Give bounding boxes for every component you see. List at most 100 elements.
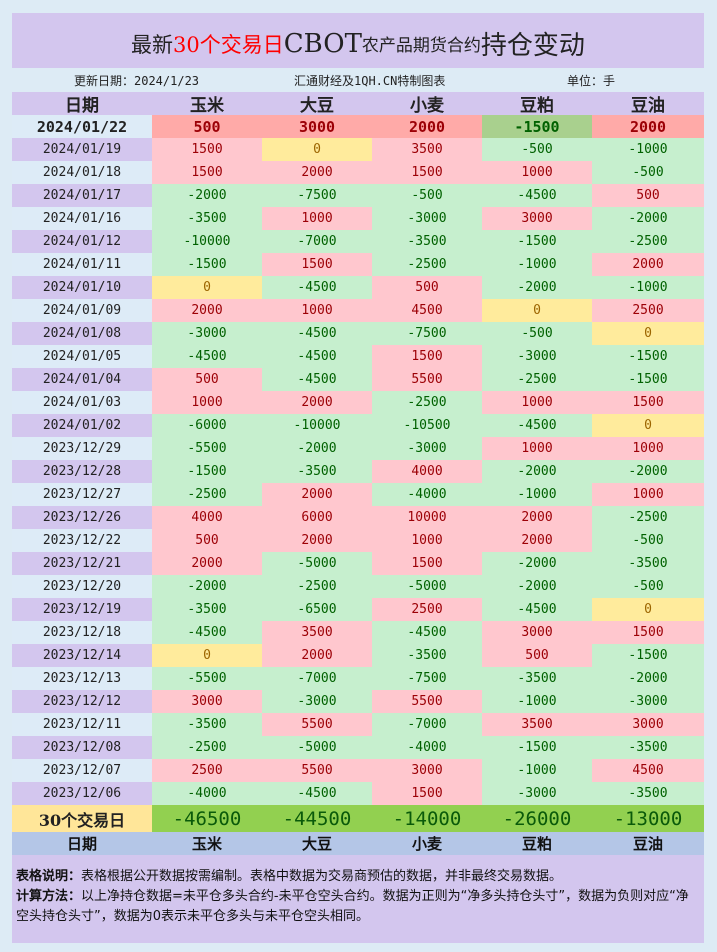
date-cell: 2024/01/17 (12, 184, 152, 207)
value-cell: -4500 (262, 322, 372, 345)
column-header: 豆油 (592, 832, 704, 855)
value-cell: 0 (482, 299, 592, 322)
date-cell: 2023/12/13 (12, 667, 152, 690)
value-cell: -2000 (592, 460, 704, 483)
value-cell: -3500 (262, 460, 372, 483)
title-prefix: 最新 (131, 32, 174, 57)
value-cell: 0 (262, 138, 372, 161)
date-cell: 2023/12/20 (12, 575, 152, 598)
value-cell: -5000 (262, 736, 372, 759)
value-cell: -7500 (372, 322, 482, 345)
value-cell: 1500 (372, 782, 482, 805)
value-cell: -3500 (152, 598, 262, 621)
value-cell: -10500 (372, 414, 482, 437)
value-cell: -4500 (152, 345, 262, 368)
date-cell: 2023/12/21 (12, 552, 152, 575)
table-row: 2023/12/27 -2500 2000 -4000 -1000 1000 (12, 483, 704, 506)
value-cell: 0 (592, 598, 704, 621)
value-cell: -2500 (592, 230, 704, 253)
value-cell: -1500 (482, 230, 592, 253)
value-cell: 3000 (152, 690, 262, 713)
title-mid: 农产品期货合约 (361, 36, 481, 56)
table-row: 2024/01/11 -1500 1500 -2500 -1000 2000 (12, 253, 704, 276)
date-cell: 2023/12/28 (12, 460, 152, 483)
date-cell: 2023/12/26 (12, 506, 152, 529)
value-cell: -3000 (262, 690, 372, 713)
value-cell: 2000 (152, 299, 262, 322)
value-cell: -2500 (152, 483, 262, 506)
value-cell: -3000 (592, 690, 704, 713)
table-row: 2024/01/03 1000 2000 -2500 1000 1500 (12, 391, 704, 414)
date-cell: 2024/01/09 (12, 299, 152, 322)
value-cell: 2000 (262, 161, 372, 184)
column-header: 大豆 (262, 832, 372, 855)
value-cell: 4000 (152, 506, 262, 529)
date-cell: 2024/01/19 (12, 138, 152, 161)
total-value: -46500 (152, 805, 262, 832)
value-cell: -2000 (262, 437, 372, 460)
value-cell: 1000 (482, 437, 592, 460)
title-cbot: CBOT (283, 28, 362, 59)
value-cell: 4000 (372, 460, 482, 483)
table-row: 2023/12/26 4000 6000 10000 2000 -2500 (12, 506, 704, 529)
value-cell: -2000 (482, 460, 592, 483)
value-cell: -500 (372, 184, 482, 207)
value-cell: -2000 (482, 276, 592, 299)
value-cell: -2000 (152, 575, 262, 598)
value-cell: 1000 (482, 161, 592, 184)
table-row: 2024/01/05 -4500 -4500 1500 -3000 -1500 (12, 345, 704, 368)
notes: 表格说明：表格根据公开数据按需编制。表格中数据为交易商预估的数据，并非最终交易数… (12, 855, 704, 943)
value-cell: -4500 (262, 368, 372, 391)
date-cell: 2024/01/11 (12, 253, 152, 276)
title-suffix: 持仓变动 (480, 31, 585, 61)
value-cell: -3500 (592, 736, 704, 759)
table-row: 2023/12/18 -4500 3500 -4500 3000 1500 (12, 621, 704, 644)
value-cell: -1000 (592, 138, 704, 161)
value-cell: 1000 (372, 529, 482, 552)
date-cell: 2023/12/27 (12, 483, 152, 506)
column-header: 小麦 (372, 92, 482, 116)
value-cell: -3000 (152, 322, 262, 345)
value-cell: 3000 (482, 207, 592, 230)
value-cell: -4500 (482, 598, 592, 621)
table-row: 2023/12/06 -4000 -4500 1500 -3000 -3500 (12, 782, 704, 805)
table-row: 2023/12/19 -3500 -6500 2500 -4500 0 (12, 598, 704, 621)
value-cell: 3000 (592, 713, 704, 736)
value-cell: 0 (152, 276, 262, 299)
date-cell: 2023/12/19 (12, 598, 152, 621)
table-row: 2023/12/29 -5500 -2000 -3000 1000 1000 (12, 437, 704, 460)
value-cell: 4500 (592, 759, 704, 782)
title-highlight: 30个交易日 (173, 32, 284, 57)
value-cell: -7000 (372, 713, 482, 736)
total-value: -44500 (262, 805, 372, 832)
date-cell: 2023/12/18 (12, 621, 152, 644)
value-cell: 1500 (372, 161, 482, 184)
date-cell: 2023/12/12 (12, 690, 152, 713)
value-cell: -3500 (152, 713, 262, 736)
value-cell: 500 (372, 276, 482, 299)
value-cell: -1000 (482, 759, 592, 782)
column-header: 日期 (12, 92, 152, 116)
value-cell: -2500 (152, 736, 262, 759)
column-header: 豆油 (592, 92, 704, 116)
header-row: 日期 玉米 大豆 小麦 豆粕 豆油 (12, 92, 704, 116)
value-cell: -2000 (482, 575, 592, 598)
table-row: 2024/01/04 500 -4500 5500 -2500 -1500 (12, 368, 704, 391)
value-cell: 2000 (482, 529, 592, 552)
value-cell: -7000 (262, 230, 372, 253)
value-cell: 2000 (152, 552, 262, 575)
table-row: 2024/01/19 1500 0 3500 -500 -1000 (12, 138, 704, 161)
value-cell: 500 (152, 529, 262, 552)
value-cell: -3500 (592, 782, 704, 805)
value-cell: 1500 (372, 552, 482, 575)
table-row: 2024/01/16 -3500 1000 -3000 3000 -2000 (12, 207, 704, 230)
value-cell: -4500 (152, 621, 262, 644)
table-row: 2024/01/22 500 3000 2000 -1500 2000 (12, 115, 704, 138)
date-cell: 2023/12/07 (12, 759, 152, 782)
value-cell: 3000 (372, 759, 482, 782)
footer-header-row: 日期 玉米 大豆 小麦 豆粕 豆油 (12, 832, 704, 855)
date-cell: 2024/01/02 (12, 414, 152, 437)
unit-label: 单位：手 (567, 73, 616, 88)
value-cell: -4500 (482, 414, 592, 437)
value-cell: 3000 (262, 115, 372, 138)
